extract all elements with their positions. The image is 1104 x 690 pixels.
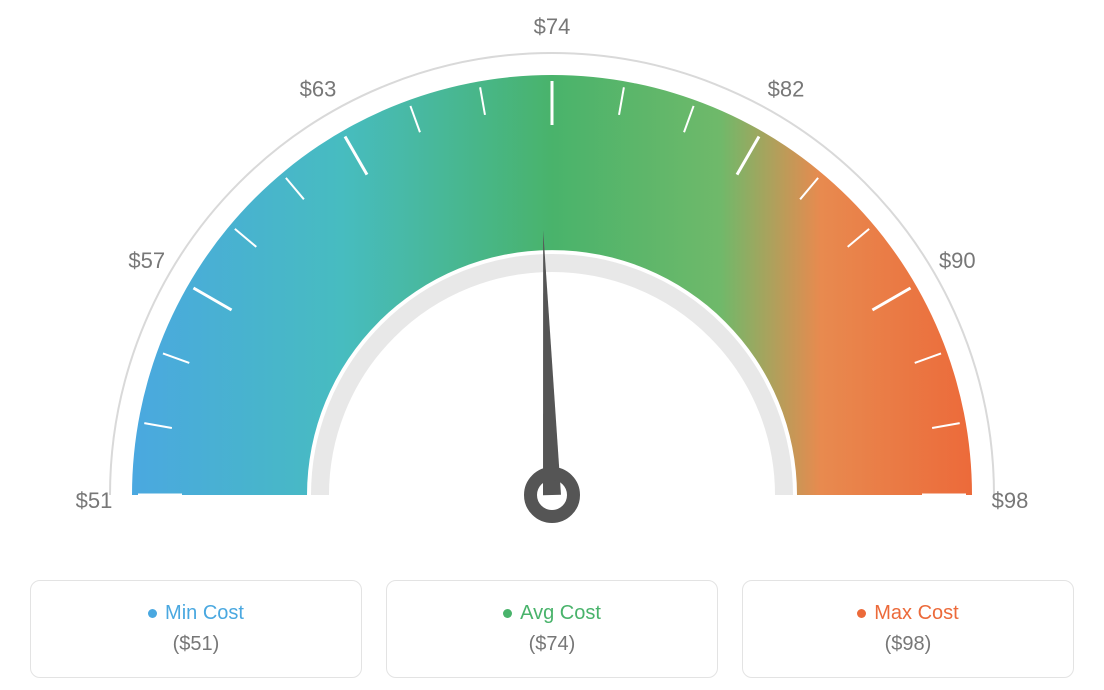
gauge-tick-label: $82 bbox=[768, 77, 805, 102]
gauge-tick-label: $90 bbox=[939, 248, 976, 273]
gauge: $51 $57 $63 $74 $82 $90 $98 bbox=[0, 0, 1104, 570]
gauge-tick-label: $63 bbox=[300, 77, 337, 102]
gauge-tick-label: $74 bbox=[534, 14, 571, 39]
gauge-tick-label: $57 bbox=[128, 248, 165, 273]
legend-min-title: Min Cost bbox=[148, 602, 244, 625]
legend-max-card: Max Cost ($98) bbox=[742, 580, 1074, 678]
gauge-chart-container: $51 $57 $63 $74 $82 $90 $98 Min Cost ($51) Avg… bbox=[0, 0, 1104, 690]
legend-avg-value: ($74) bbox=[529, 633, 576, 656]
gauge-tick-label: $51 bbox=[76, 488, 113, 513]
legend-min-value: ($51) bbox=[173, 633, 220, 656]
legend-max-dot bbox=[857, 609, 866, 618]
legend-min-card: Min Cost ($51) bbox=[30, 580, 362, 678]
gauge-svg: $51 $57 $63 $74 $82 $90 $98 bbox=[0, 0, 1104, 580]
legend-max-title: Max Cost bbox=[857, 602, 958, 625]
legend-avg-label: Avg Cost bbox=[520, 602, 601, 625]
legend-max-label: Max Cost bbox=[874, 602, 958, 625]
legend-min-dot bbox=[148, 609, 157, 618]
gauge-tick-label: $98 bbox=[992, 488, 1029, 513]
legend-avg-card: Avg Cost ($74) bbox=[386, 580, 718, 678]
legend-min-label: Min Cost bbox=[165, 602, 244, 625]
legend-row: Min Cost ($51) Avg Cost ($74) Max Cost (… bbox=[0, 580, 1104, 690]
legend-avg-dot bbox=[503, 609, 512, 618]
legend-avg-title: Avg Cost bbox=[503, 602, 601, 625]
legend-max-value: ($98) bbox=[885, 633, 932, 656]
